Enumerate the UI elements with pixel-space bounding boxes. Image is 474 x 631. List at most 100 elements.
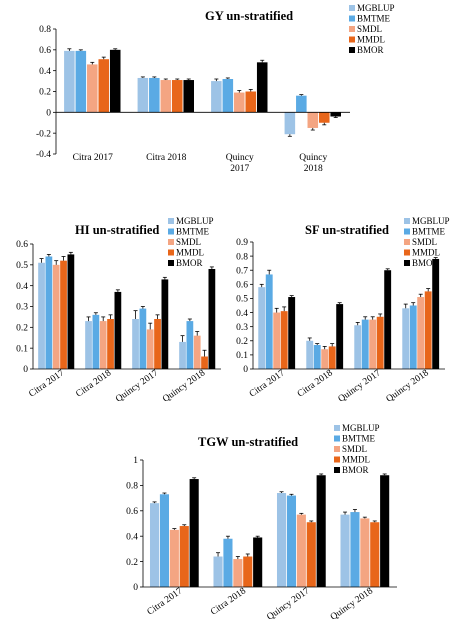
- y-tick-label: 0.9: [236, 238, 248, 248]
- bar-bmtme-citra-2018: [313, 345, 321, 369]
- bar-bmtme-quincy-2018: [409, 305, 417, 369]
- y-tick-label: 1: [133, 456, 138, 466]
- legend-label: MMDL: [357, 35, 385, 45]
- chart-sf: SF un-stratified 0.9 0.8 0.7 0.6 0.5 0.4 0.3 0.2…: [236, 216, 449, 405]
- y-tick-label: 0.6: [236, 281, 248, 291]
- y-tick-label: 0.2: [236, 337, 248, 347]
- y-tick-label: 0.6: [126, 507, 138, 517]
- chart-title: TGW un-stratified: [198, 435, 298, 449]
- bar-smdl-citra-2018: [160, 80, 172, 113]
- y-tick-label: 0: [133, 583, 138, 593]
- legend-label: BMTME: [176, 227, 210, 237]
- bar-mgblup-quincy-2017: [132, 319, 139, 369]
- legend-label: BMTME: [342, 434, 376, 444]
- bar-bmor-citra-2018: [336, 304, 344, 369]
- bar-bmtme-citra-2018: [92, 314, 100, 369]
- bar-mgblup-citra-2017: [149, 503, 160, 587]
- y-tick-label: 0.6: [16, 240, 28, 250]
- bar-mmdl-quincy-2018: [370, 522, 380, 587]
- legend-swatch-mmdl: [349, 36, 355, 43]
- legend-label: MMDL: [176, 248, 204, 258]
- bar-bmtme-quincy-2018: [296, 95, 307, 113]
- chart-gy: GY un-stratified 0.8 0.6 0.4 0.2 0 -0.2 -0.4 Cit…: [36, 3, 395, 174]
- y-tick-label: 0: [46, 109, 51, 119]
- chart-title: GY un-stratified: [205, 9, 293, 23]
- chart-tgw: TGW un-stratified 1 0.8 0.6 0.4 0.2 0 Citra 201…: [126, 423, 397, 623]
- y-tick-label: 0.5: [236, 295, 248, 305]
- y-tick-label: 0: [23, 365, 28, 375]
- legend-label: BMOR: [176, 258, 203, 268]
- bar-mgblup-citra-2017: [38, 262, 45, 369]
- y-tick-label: 0.4: [236, 309, 248, 319]
- y-tick-label: -0.2: [36, 129, 51, 139]
- legend-label: MGBLUP: [342, 423, 380, 433]
- bar-smdl-quincy-2018: [417, 297, 425, 369]
- x-category-label: Quincy 2018: [299, 153, 327, 174]
- y-tick-label: 0.4: [39, 67, 51, 77]
- x-category-label: Quincy 2018: [329, 586, 375, 623]
- legend-swatch-smdl: [334, 446, 340, 452]
- bar-smdl-citra-2018: [233, 559, 243, 587]
- bar-bmtme-citra-2017: [159, 494, 170, 587]
- bar-mmdl-quincy-2017: [376, 316, 384, 369]
- bar-bmtme-citra-2017: [75, 50, 87, 113]
- chart-title: SF un-stratified: [305, 223, 389, 237]
- bar-smdl-citra-2017: [87, 64, 98, 113]
- legend-label: MGBLUP: [357, 3, 395, 13]
- y-tick-label: 0.5: [16, 261, 28, 271]
- bar-smdl-citra-2017: [169, 529, 179, 587]
- y-tick-label: 0.4: [126, 532, 138, 542]
- legend-swatch-bmtme: [334, 435, 340, 442]
- bar-bmtme-quincy-2017: [139, 308, 147, 369]
- bar-bmor-quincy-2018: [208, 269, 216, 369]
- y-tick-label: -0.4: [36, 150, 51, 160]
- bar-mmdl-citra-2017: [280, 311, 288, 369]
- legend-label: SMDL: [176, 237, 201, 247]
- bar-mmdl-citra-2018: [243, 556, 253, 587]
- x-category-label: Citra 2018: [74, 368, 113, 399]
- bar-mmdl-citra-2018: [171, 80, 183, 113]
- x-category-label: Quincy 2017: [337, 368, 383, 405]
- legend-swatch-smdl: [349, 26, 355, 32]
- bar-mmdl-quincy-2017: [306, 522, 316, 587]
- y-tick-label: 0.1: [16, 344, 28, 354]
- bar-mmdl-quincy-2017: [245, 91, 257, 113]
- bar-bmor-quincy-2017: [161, 279, 169, 369]
- bar-mgblup-citra-2017: [258, 287, 266, 369]
- legend-swatch-bmtme: [349, 15, 355, 22]
- bar-bmor-citra-2017: [288, 297, 296, 369]
- bar-mgblup-quincy-2017: [211, 81, 222, 113]
- legend-label: SMDL: [412, 237, 437, 247]
- bar-mgblup-quincy-2018: [284, 112, 296, 135]
- y-tick-label: 0.2: [126, 558, 138, 568]
- legend-label: BMOR: [342, 465, 369, 475]
- x-category-label: Quincy 2018: [385, 368, 431, 405]
- y-tick-label: 0.2: [39, 88, 51, 98]
- bar-smdl-quincy-2018: [193, 335, 201, 369]
- x-category-label: Quincy 2017: [226, 153, 254, 174]
- bar-mgblup-citra-2018: [137, 77, 149, 113]
- bar-bmtme-quincy-2018: [186, 321, 194, 369]
- legend-swatch-smdl: [404, 239, 410, 245]
- bar-mgblup-quincy-2018: [340, 514, 350, 587]
- bar-smdl-citra-2017: [52, 264, 60, 369]
- bar-smdl-quincy-2017: [146, 329, 154, 369]
- legend-swatch-mmdl: [168, 249, 174, 256]
- bar-mmdl-quincy-2018: [318, 112, 330, 123]
- bar-mgblup-citra-2018: [213, 556, 223, 587]
- bar-bmor-quincy-2018: [380, 475, 390, 587]
- bar-bmor-citra-2018: [114, 291, 122, 369]
- bar-bmor-quincy-2017: [384, 270, 392, 369]
- legend-label: MMDL: [412, 248, 440, 258]
- x-category-label: Quincy 2017: [265, 586, 311, 623]
- legend-label: BMTME: [412, 227, 446, 237]
- y-tick-label: 0.6: [39, 46, 51, 56]
- legend-swatch-bmor: [349, 47, 355, 53]
- bar-smdl-quincy-2017: [296, 514, 306, 587]
- legend-label: MGBLUP: [176, 216, 214, 226]
- bar-bmtme-citra-2017: [265, 274, 273, 369]
- y-tick-label: 0.4: [16, 282, 28, 292]
